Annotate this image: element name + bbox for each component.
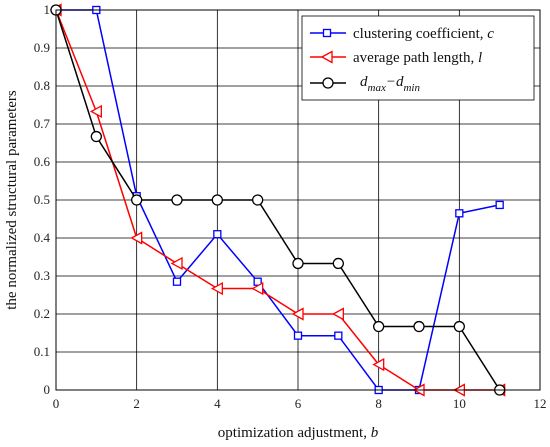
y-tick-label: 0 bbox=[44, 382, 51, 397]
legend-entry-d-range: dmax−dmin bbox=[310, 74, 420, 94]
legend-marker-clustering bbox=[322, 28, 332, 38]
data-point bbox=[331, 307, 344, 321]
data-point bbox=[413, 320, 425, 333]
series-2 bbox=[50, 4, 506, 396]
plot-frame bbox=[55, 9, 541, 391]
x-tick-label: 0 bbox=[53, 396, 60, 411]
data-point bbox=[372, 357, 385, 372]
x-tick-label: 10 bbox=[453, 396, 466, 411]
data-point bbox=[455, 209, 464, 218]
legend-label-path-length: average path length, l bbox=[353, 50, 482, 66]
x-axis-label: optimization adjustment, b bbox=[218, 425, 379, 441]
legend-marker-path-length bbox=[320, 50, 333, 64]
y-tick-label: 0.2 bbox=[34, 306, 50, 321]
data-point bbox=[170, 256, 183, 271]
legend-box bbox=[301, 15, 535, 101]
data-point bbox=[211, 194, 223, 206]
legend: clustering coefficient, c average path l… bbox=[301, 15, 535, 101]
y-tick-label: 0.1 bbox=[34, 344, 50, 359]
y-tick-label: 0.4 bbox=[34, 230, 51, 245]
y-tick-label: 0.3 bbox=[34, 268, 50, 283]
data-point bbox=[291, 307, 304, 321]
data-point bbox=[495, 200, 504, 210]
series-line-0 bbox=[56, 9, 500, 391]
y-tick-label: 0.7 bbox=[34, 116, 51, 131]
data-point bbox=[334, 331, 343, 340]
y-tick-label: 0.9 bbox=[34, 40, 50, 55]
legend-label-clustering: clustering coefficient, c bbox=[353, 26, 494, 42]
data-point bbox=[252, 194, 264, 206]
data-point bbox=[453, 320, 465, 333]
data-point bbox=[172, 277, 182, 286]
data-point bbox=[130, 231, 143, 245]
data-point bbox=[131, 194, 143, 206]
x-tick-label: 2 bbox=[133, 396, 140, 411]
x-tick-label: 12 bbox=[534, 396, 547, 411]
data-point bbox=[213, 230, 222, 239]
legend-label-d-range: dmax−dmin bbox=[360, 74, 420, 94]
y-tick-label: 0.6 bbox=[34, 154, 51, 169]
data-point bbox=[292, 257, 304, 270]
data-point bbox=[293, 331, 303, 340]
data-point bbox=[332, 257, 344, 270]
y-tick-label: 0.8 bbox=[34, 78, 50, 93]
series-line-2 bbox=[55, 9, 501, 391]
x-tick-label: 8 bbox=[375, 396, 382, 411]
data-point bbox=[89, 104, 102, 119]
data-point bbox=[90, 130, 102, 143]
data-point bbox=[210, 281, 223, 296]
tick-labels: 0 2 4 6 8 10 12 0 0.1 0.2 0.3 0.4 0.5 0.6 0.7 0.8 0.9 1 bbox=[34, 2, 547, 411]
x-tick-label: 6 bbox=[295, 396, 302, 411]
legend-entry-path-length: average path length, l bbox=[310, 50, 482, 66]
y-axis-label: the normalized structural parameters bbox=[4, 90, 20, 310]
y-tick-label: 0.5 bbox=[34, 192, 50, 207]
x-tick-label: 4 bbox=[214, 396, 221, 411]
data-point bbox=[171, 194, 183, 206]
y-tick-label: 1 bbox=[44, 2, 51, 17]
legend-marker-d-range bbox=[322, 77, 334, 89]
data-point bbox=[251, 281, 264, 296]
legend-entry-clustering: clustering coefficient, c bbox=[310, 26, 494, 42]
data-point bbox=[373, 320, 385, 333]
